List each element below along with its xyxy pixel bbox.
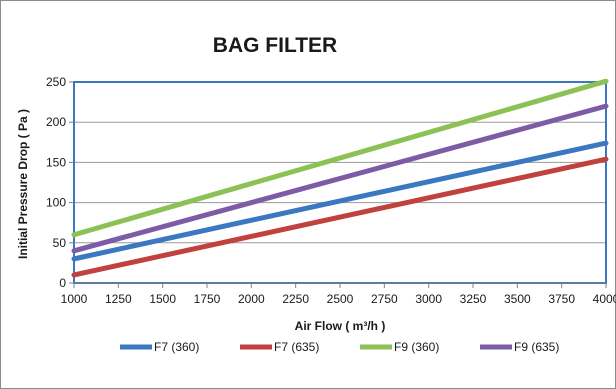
x-tick-label: 2000	[238, 292, 265, 306]
y-tick-label: 250	[46, 75, 66, 89]
series-lines	[71, 78, 609, 278]
y-tick-label: 200	[46, 115, 66, 129]
x-tick-label: 1250	[105, 292, 132, 306]
x-tick-label: 2750	[371, 292, 398, 306]
y-tick-label: 150	[46, 155, 66, 169]
x-tick-label: 1500	[149, 292, 176, 306]
y-tick-label: 100	[46, 196, 66, 210]
x-tick-label: 2500	[327, 292, 354, 306]
x-tick-label: 3500	[504, 292, 531, 306]
series-line-1	[71, 140, 609, 262]
x-tick-label: 1750	[194, 292, 221, 306]
x-axis-title: Air Flow ( m³/h )	[295, 319, 386, 333]
series-line-4	[71, 103, 609, 254]
x-tick-label: 2250	[282, 292, 309, 306]
x-tick-label: 3000	[415, 292, 442, 306]
chart-title: BAG FILTER	[213, 34, 337, 57]
x-tick-label: 3250	[460, 292, 487, 306]
gridlines	[74, 81, 606, 284]
legend-label-4: F9 (635)	[514, 340, 559, 354]
x-tick-label: 3750	[548, 292, 575, 306]
legend-label-3: F9 (360)	[394, 340, 439, 354]
y-axis-title: Initial Pressure Drop ( Pa )	[16, 109, 30, 259]
legend-label-1: F7 (360)	[154, 340, 199, 354]
legend-label-2: F7 (635)	[274, 340, 319, 354]
plot-area	[73, 81, 607, 284]
y-tick-label: 50	[53, 236, 67, 250]
legend: F7 (360) F7 (635) F9 (360) F9 (635)	[120, 340, 559, 354]
x-tick-label: 4000	[593, 292, 616, 306]
y-axis-ticks: 0 50 100 150 200 250	[46, 75, 74, 290]
y-tick-label: 0	[59, 276, 66, 290]
x-tick-label: 1000	[61, 292, 88, 306]
series-line-3	[71, 78, 609, 238]
series-line-2	[71, 156, 609, 278]
plot-border	[73, 81, 607, 284]
x-axis-ticks: 1000 1250 1500 1750 2000 2250 2500 2750 3000 3250…	[61, 283, 616, 306]
